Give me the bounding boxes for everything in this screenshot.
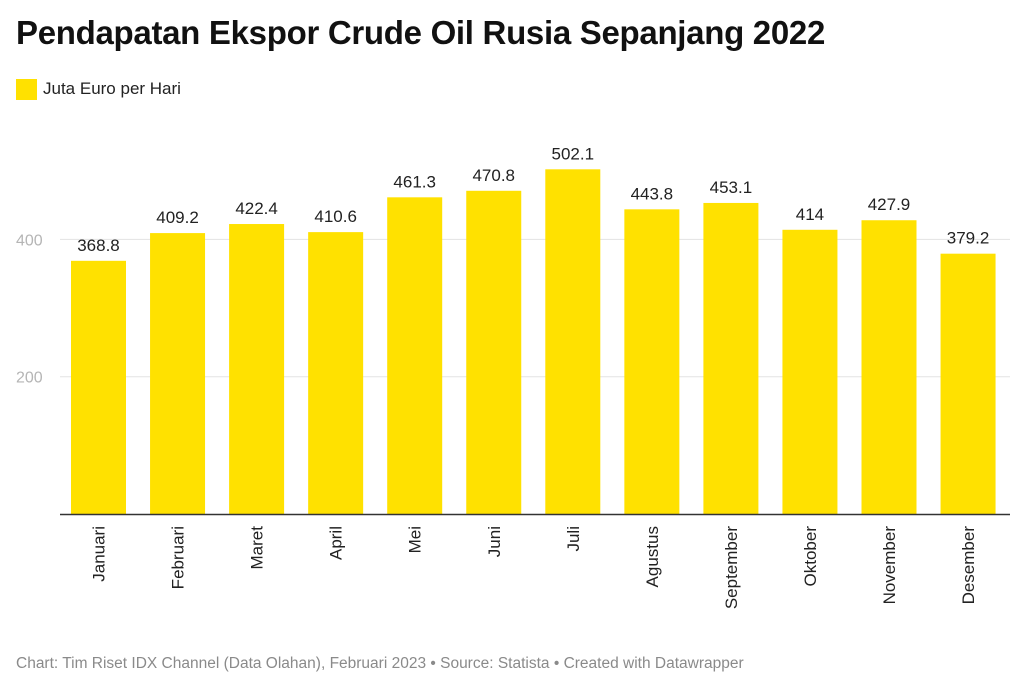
value-label-juli: 502.1: [552, 144, 595, 163]
y-axis-tick-labels: 200 400: [16, 232, 43, 386]
value-label-maret: 422.4: [235, 199, 278, 218]
value-label-april: 410.6: [314, 207, 357, 226]
bar-februari: [150, 233, 206, 514]
x-tick-label-juni: Juni: [485, 526, 504, 557]
value-label-mei: 461.3: [393, 172, 436, 191]
x-tick-label-juli: Juli: [564, 526, 583, 552]
value-label-oktober: 414: [796, 205, 824, 224]
bar-juli: [545, 169, 601, 514]
x-tick-label-september: September: [722, 526, 741, 609]
chart-title: Pendapatan Ekspor Crude Oil Rusia Sepanj…: [16, 14, 826, 51]
legend-swatch: [16, 78, 37, 100]
source-footer: Chart: Tim Riset IDX Channel (Data Olaha…: [16, 655, 744, 672]
bar-mei: [387, 197, 443, 514]
y-tick-label-200: 200: [16, 370, 43, 387]
x-axis-tick-labels: Januari Februari Maret April Mei Juni Juli Agus…: [90, 526, 979, 610]
x-tick-label-maret: Maret: [248, 526, 267, 570]
x-tick-label-agustus: Agustus: [643, 526, 662, 587]
value-labels: 368.8 409.2 422.4 410.6 461.3 470.8 502.1 443.8…: [77, 144, 989, 255]
value-label-september: 453.1: [710, 178, 753, 197]
value-label-november: 427.9: [868, 195, 911, 214]
value-label-juni: 470.8: [472, 166, 515, 185]
bar-november: [861, 220, 917, 514]
bar-desember: [940, 253, 996, 514]
x-tick-label-april: April: [327, 526, 346, 560]
bar-chart: 368.8 409.2 422.4 410.6 461.3 470.8 502.1 443.8…: [16, 144, 1010, 610]
bar-agustus: [624, 209, 680, 514]
bar-januari: [71, 260, 126, 514]
legend-label: Juta Euro per Hari: [43, 79, 181, 98]
legend: Juta Euro per Hari: [16, 78, 181, 100]
x-tick-label-mei: Mei: [406, 526, 425, 553]
gridlines: [60, 238, 1010, 378]
bar-oktober: [782, 229, 838, 514]
value-label-agustus: 443.8: [631, 184, 674, 203]
bar-april: [308, 232, 364, 514]
value-label-januari: 368.8: [77, 236, 120, 255]
value-label-desember: 379.2: [947, 229, 990, 248]
x-tick-label-oktober: Oktober: [801, 526, 820, 587]
x-tick-label-januari: Januari: [90, 526, 109, 582]
value-label-februari: 409.2: [156, 208, 199, 227]
bar-september: [703, 202, 759, 515]
bars: [71, 169, 996, 515]
x-tick-label-februari: Februari: [169, 526, 188, 589]
x-tick-label-desember: Desember: [959, 526, 978, 605]
x-tick-label-november: November: [880, 526, 899, 605]
bar-maret: [229, 224, 285, 514]
y-tick-label-400: 400: [16, 232, 43, 249]
bar-juni: [466, 190, 522, 514]
